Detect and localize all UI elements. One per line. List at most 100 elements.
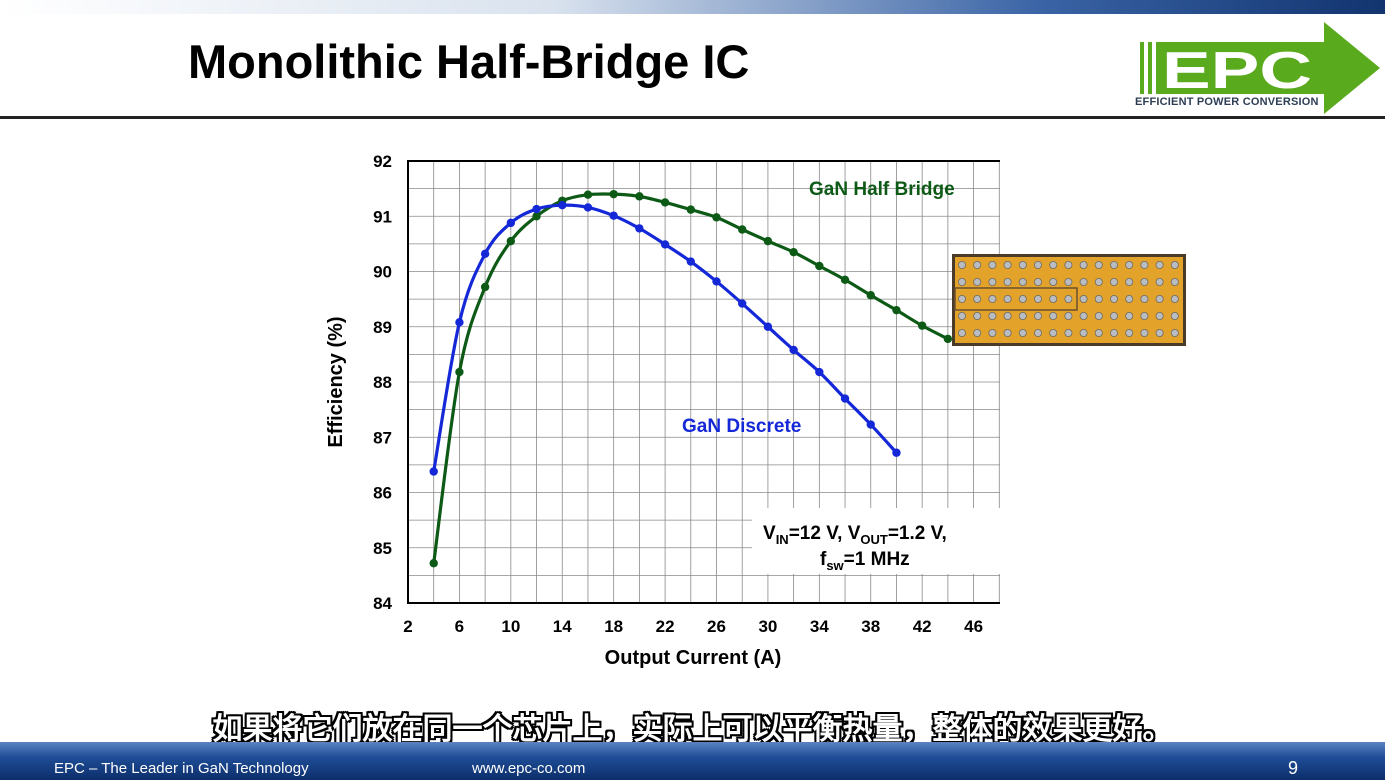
data-point-gan-discrete: [738, 299, 747, 308]
solder-bump: [1125, 261, 1134, 269]
solder-bump: [958, 261, 966, 269]
y-tick-label: 91: [373, 207, 392, 226]
data-point-gan-discrete: [609, 211, 618, 220]
legend-gan-half-bridge: GaN Half Bridge: [809, 179, 955, 200]
data-point-gan-discrete: [712, 277, 721, 286]
solder-bump: [1125, 312, 1134, 321]
solder-bump: [1049, 261, 1058, 269]
solder-bump: [1034, 329, 1043, 338]
solder-bump: [1170, 329, 1179, 338]
data-point-gan-half-bridge: [738, 225, 747, 234]
data-point-gan-discrete: [506, 218, 516, 228]
x-tick-label: 2: [403, 617, 412, 636]
data-point-gan-half-bridge: [660, 198, 670, 207]
solder-bump: [1140, 261, 1149, 269]
data-point-gan-half-bridge: [763, 236, 773, 246]
legend-gan-discrete: GaN Discrete: [682, 416, 801, 437]
solder-bump: [988, 312, 997, 321]
header-divider: [0, 116, 1385, 119]
solder-bump: [1079, 261, 1088, 269]
data-point-gan-half-bridge: [455, 367, 464, 377]
data-point-gan-discrete: [763, 322, 773, 331]
solder-bump: [958, 312, 966, 321]
annotation-box: [752, 508, 1000, 574]
y-tick-label: 88: [373, 373, 392, 392]
solder-bump: [1094, 329, 1103, 338]
data-point-gan-half-bridge: [583, 190, 593, 199]
data-point-gan-half-bridge: [686, 205, 695, 214]
solder-bump: [1170, 277, 1179, 286]
data-point-gan-discrete: [635, 224, 644, 233]
solder-bump: [1034, 261, 1043, 269]
data-point-gan-half-bridge: [635, 192, 644, 201]
x-tick-label: 34: [810, 617, 829, 636]
solder-bump: [1018, 277, 1027, 286]
data-point-gan-half-bridge: [429, 559, 438, 568]
solder-bump: [1049, 277, 1058, 286]
data-point-gan-half-bridge: [609, 189, 618, 199]
data-point-gan-discrete: [866, 420, 875, 429]
solder-bump: [1140, 277, 1149, 286]
series-layer: [429, 189, 953, 568]
solder-bump: [1034, 295, 1043, 304]
slide-title: Monolithic Half-Bridge IC: [188, 35, 750, 88]
solder-bump: [1125, 329, 1134, 338]
series-line-gan-half-bridge: [432, 192, 949, 564]
solder-bump: [1094, 312, 1103, 321]
x-tick-label: 26: [707, 617, 726, 636]
data-point-gan-discrete: [455, 318, 464, 327]
solder-bump: [1109, 329, 1118, 338]
solder-bump: [1170, 295, 1179, 304]
y-tick-label: 90: [373, 263, 392, 282]
x-tick-label: 10: [501, 617, 520, 636]
y-tick-labels: 84 85 86 87 88 89 90 91 92: [373, 152, 392, 613]
solder-bump: [973, 329, 982, 338]
data-point-gan-discrete: [429, 467, 438, 476]
x-tick-label: 18: [604, 617, 623, 636]
y-tick-label: 89: [373, 318, 392, 337]
solder-bump: [1003, 329, 1012, 338]
data-point-gan-half-bridge: [815, 261, 824, 271]
y-tick-label: 92: [373, 152, 392, 171]
solder-bump: [1109, 295, 1118, 304]
x-tick-label: 22: [656, 617, 675, 636]
solder-bump: [1018, 261, 1027, 269]
solder-bump: [1064, 312, 1073, 321]
data-point-gan-discrete: [840, 394, 850, 403]
y-tick-label: 87: [373, 428, 392, 447]
solder-bump: [1079, 295, 1088, 304]
epc-logo: EPC: [1136, 22, 1380, 114]
solder-bump: [1064, 329, 1073, 338]
solder-bump: [1018, 329, 1027, 338]
data-point-gan-discrete: [815, 367, 824, 377]
data-point-gan-discrete: [892, 448, 901, 457]
solder-bump: [973, 261, 982, 269]
solder-bump: [1018, 312, 1027, 321]
solder-bump: [1140, 329, 1149, 338]
solder-bump: [973, 295, 982, 304]
solder-bump: [1018, 295, 1027, 304]
solder-bump: [1109, 261, 1118, 269]
solder-bump: [1140, 312, 1149, 321]
data-point-gan-discrete: [789, 345, 798, 355]
solder-bump: [1125, 277, 1134, 286]
solder-bump-grid: [958, 261, 1179, 338]
data-point-gan-half-bridge: [840, 275, 850, 284]
annotation-line-2: fsw=1 MHz: [820, 549, 910, 573]
solder-bump: [973, 277, 982, 286]
top-decor-stripe: [0, 0, 1385, 14]
footer-url: www.epc-co.com: [472, 760, 586, 777]
solder-bump: [958, 277, 966, 286]
solder-bump: [1125, 295, 1134, 304]
solder-bump: [1079, 329, 1088, 338]
solder-bump: [1003, 261, 1012, 269]
solder-bump: [1064, 261, 1073, 269]
data-point-gan-discrete: [583, 203, 593, 212]
data-point-gan-discrete: [558, 201, 567, 210]
data-point-gan-half-bridge: [892, 305, 901, 315]
solder-bump: [1109, 312, 1118, 321]
solder-bump: [1155, 329, 1164, 338]
solder-bump: [973, 312, 982, 321]
solder-bump: [1003, 277, 1012, 286]
solder-bump: [1034, 277, 1043, 286]
